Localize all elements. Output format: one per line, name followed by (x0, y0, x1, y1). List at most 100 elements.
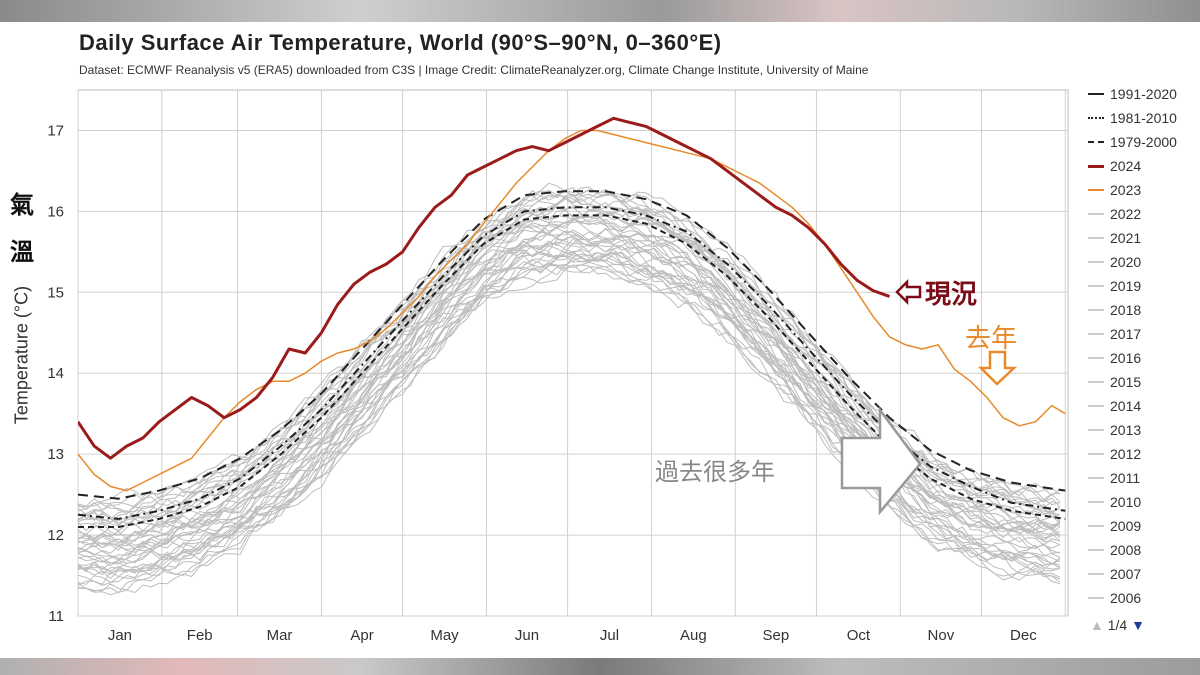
photo-edge-top (0, 0, 1200, 22)
background-year-line (78, 251, 1061, 572)
annotation-many-years: 過去很多年 (655, 458, 775, 486)
annotation-temperature-char-1: 氣 (10, 190, 34, 219)
y-tick-label: 16 (47, 203, 64, 220)
legend-item[interactable]: 2011 (1088, 466, 1200, 490)
series-line-2023 (78, 129, 1066, 492)
background-year-line (78, 182, 1061, 513)
triangle-up-icon[interactable]: ▲ (1090, 617, 1104, 633)
series-line-1991-2020 (78, 190, 1066, 500)
y-tick-labels: 11 12 13 14 15 16 17 (47, 122, 64, 625)
legend-item[interactable]: 2016 (1088, 346, 1200, 370)
legend-item[interactable]: 2021 (1088, 226, 1200, 250)
x-tick-label: Jan (108, 627, 132, 644)
legend-swatch (1088, 261, 1104, 263)
legend-item[interactable]: 2012 (1088, 442, 1200, 466)
x-tick-label: Jul (600, 627, 619, 644)
many-years-arrow-icon (840, 406, 922, 516)
legend-swatch (1088, 93, 1104, 95)
y-tick-label: 13 (47, 446, 64, 463)
legend-swatch (1088, 597, 1104, 599)
y-tick-label: 11 (48, 608, 64, 625)
legend-item[interactable]: 1991-2020 (1088, 82, 1200, 106)
legend-swatch (1088, 405, 1104, 407)
legend-item[interactable]: 2009 (1088, 514, 1200, 538)
y-tick-label: 14 (47, 365, 64, 382)
background-year-line (78, 251, 1061, 576)
legend-swatch (1088, 453, 1104, 455)
background-year-line (78, 260, 1061, 594)
legend-swatch (1088, 189, 1104, 191)
legend-item[interactable]: 2013 (1088, 418, 1200, 442)
legend-pager[interactable]: ▲ 1/4 ▼ (1090, 617, 1145, 633)
legend-item[interactable]: 2010 (1088, 490, 1200, 514)
legend-label: 2016 (1110, 350, 1142, 366)
legend-item[interactable]: 2008 (1088, 538, 1200, 562)
series-line-2024 (78, 116, 890, 460)
legend-label: 2022 (1110, 206, 1142, 222)
legend-label: 2009 (1110, 518, 1142, 534)
x-tick-label: Jun (515, 627, 539, 644)
legend-label: 1981-2010 (1110, 110, 1177, 126)
legend-item[interactable]: 2007 (1088, 562, 1200, 586)
legend-swatch (1088, 357, 1104, 359)
legend-swatch (1088, 117, 1104, 119)
annotation-last-year: 去年 (965, 324, 1018, 354)
triangle-down-icon[interactable]: ▼ (1131, 617, 1145, 633)
legend-label: 2006 (1110, 590, 1142, 606)
chart-canvas: 11 12 13 14 15 16 17 Jan Feb Mar Apr May Jun Jul Aug S… (47, 89, 1069, 644)
legend-swatch (1088, 309, 1104, 311)
x-tick-label: Apr (350, 627, 373, 644)
legend-swatch (1088, 213, 1104, 215)
legend-item[interactable]: 2015 (1088, 370, 1200, 394)
chart-subtitle: Dataset: ECMWF Reanalysis v5 (ERA5) down… (79, 63, 869, 77)
legend-item[interactable]: 2020 (1088, 250, 1200, 274)
legend-swatch (1088, 164, 1104, 168)
legend-label: 2014 (1110, 398, 1142, 414)
x-tick-label: Aug (680, 627, 707, 644)
legend-label: 2010 (1110, 494, 1142, 510)
legend-swatch (1088, 477, 1104, 479)
legend-page-indicator: 1/4 (1107, 617, 1128, 633)
legend-item[interactable]: 2018 (1088, 298, 1200, 322)
legend-item[interactable]: 2014 (1088, 394, 1200, 418)
legend-swatch (1088, 285, 1104, 287)
x-tick-label: Nov (928, 627, 955, 644)
legend-item[interactable]: 2019 (1088, 274, 1200, 298)
legend-label: 2007 (1110, 566, 1142, 582)
background-year-line (78, 237, 1061, 552)
legend-item[interactable]: 1979-2000 (1088, 130, 1200, 154)
legend-label: 2019 (1110, 278, 1142, 294)
chart-legend[interactable]: 1991-2020 1981-2010 1979-2000 2024 2023 2022 2… (1088, 82, 1200, 610)
y-tick-label: 12 (47, 527, 64, 544)
y-tick-label: 15 (47, 284, 64, 301)
legend-swatch (1088, 525, 1104, 527)
legend-item[interactable]: 2006 (1088, 586, 1200, 610)
legend-item[interactable]: 2024 (1088, 154, 1200, 178)
legend-label: 2008 (1110, 542, 1142, 558)
legend-swatch (1088, 237, 1104, 239)
legend-item[interactable]: 2023 (1088, 178, 1200, 202)
x-tick-label: Dec (1010, 627, 1037, 644)
x-tick-label: Sep (763, 627, 790, 644)
legend-label: 2023 (1110, 182, 1142, 198)
legend-label: 1979-2000 (1110, 134, 1177, 150)
legend-label: 2018 (1110, 302, 1142, 318)
background-year-line (78, 227, 1061, 551)
photo-edge-bottom (0, 658, 1200, 675)
legend-label: 1991-2020 (1110, 86, 1177, 102)
y-axis-label: Temperature (°C) (11, 285, 32, 425)
x-tick-label: Mar (267, 627, 293, 644)
legend-item[interactable]: 2022 (1088, 202, 1200, 226)
x-tick-label: Feb (187, 627, 213, 644)
annotation-temperature-char-2: 溫 (10, 237, 34, 266)
legend-label: 2024 (1110, 158, 1142, 174)
legend-swatch (1088, 429, 1104, 431)
last-year-arrow-icon (977, 350, 1018, 386)
legend-item[interactable]: 1981-2010 (1088, 106, 1200, 130)
x-tick-label: Oct (847, 627, 871, 644)
y-tick-label: 17 (47, 122, 64, 139)
background-year-line (78, 231, 1061, 564)
background-year-line (78, 264, 1061, 587)
background-year-line (78, 250, 1061, 579)
legend-item[interactable]: 2017 (1088, 322, 1200, 346)
